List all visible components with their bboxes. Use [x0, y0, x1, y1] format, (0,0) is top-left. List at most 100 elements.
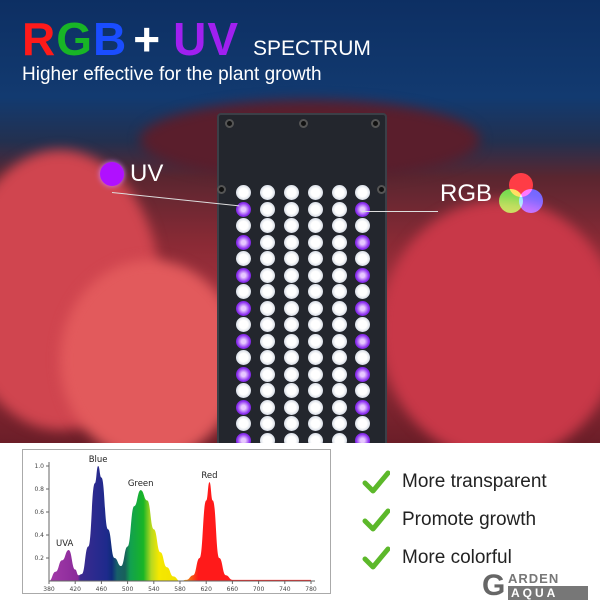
uv-callout: UV	[130, 160, 164, 187]
white-led	[260, 218, 275, 233]
white-led	[332, 284, 347, 299]
white-led	[284, 399, 299, 415]
x-tick-label: 420	[69, 586, 81, 593]
white-led	[260, 432, 275, 443]
peak-label: Blue	[89, 455, 108, 465]
white-led	[260, 267, 275, 283]
uv-led	[355, 333, 370, 349]
check-icon	[362, 508, 390, 532]
feature-label: More transparent	[402, 471, 547, 492]
spectrum-area	[49, 466, 311, 581]
white-led	[284, 432, 299, 443]
x-tick-label: 380	[43, 586, 55, 593]
uv-led	[355, 234, 370, 250]
feature-label: More colorful	[402, 547, 512, 568]
white-led	[284, 317, 299, 332]
white-led	[284, 185, 299, 200]
screw	[225, 119, 234, 128]
white-led	[332, 201, 347, 217]
white-led	[236, 185, 251, 200]
white-led	[308, 201, 323, 217]
white-led	[260, 399, 275, 415]
white-led	[260, 350, 275, 365]
feature-item: Promote growth	[362, 508, 536, 532]
uv-led	[355, 366, 370, 382]
spectrum-chart: 380 420 460 500 540 580 620 660 700 740 780 0.2 0.4 0…	[22, 449, 331, 594]
x-tick-label: 780	[305, 586, 317, 593]
uv-dot-icon	[100, 162, 124, 186]
peak-label: Green	[128, 479, 154, 489]
white-led	[284, 366, 299, 382]
white-led	[284, 267, 299, 283]
x-tick-label: 540	[148, 586, 160, 593]
white-led	[355, 284, 370, 299]
feature-label: Promote growth	[402, 509, 537, 530]
white-led	[355, 317, 370, 332]
white-led	[332, 399, 347, 415]
x-tick-label: 500	[122, 586, 134, 593]
white-led	[332, 185, 347, 200]
x-tick-label: 700	[253, 586, 265, 593]
white-led	[308, 366, 323, 382]
spectrum-chart-svg: 380 420 460 500 540 580 620 660 700 740 780 0.2 0.4 0…	[34, 455, 317, 593]
white-led	[236, 218, 251, 233]
x-tick-label: 660	[227, 586, 239, 593]
page-title: RGB + UV	[22, 16, 245, 62]
subtitle: Higher effective for the plant growth	[22, 64, 322, 85]
title-letter: B	[93, 13, 128, 65]
logo-g-mark: G	[482, 569, 506, 602]
uv-led	[236, 333, 251, 349]
white-led	[260, 317, 275, 332]
uv-led	[236, 366, 251, 382]
uv-led	[355, 432, 370, 443]
uv-led	[355, 300, 370, 316]
white-led	[332, 432, 347, 443]
white-led	[284, 416, 299, 431]
white-led	[308, 416, 323, 431]
white-led	[236, 383, 251, 398]
screw	[371, 119, 380, 128]
white-led	[332, 383, 347, 398]
y-tick-label: 0.8	[34, 486, 44, 493]
white-led	[260, 234, 275, 250]
white-led	[284, 201, 299, 217]
check-icon	[362, 470, 390, 494]
title-row: RGB + UV SPECTRUM	[22, 16, 371, 62]
uv-led	[236, 234, 251, 250]
white-led	[260, 333, 275, 349]
white-led	[332, 251, 347, 266]
logo-line2: AQUA	[508, 586, 588, 600]
uv-led	[236, 432, 251, 443]
white-led	[308, 432, 323, 443]
white-led	[332, 234, 347, 250]
x-tick-label: 620	[200, 586, 212, 593]
white-led	[260, 251, 275, 266]
white-led	[332, 416, 347, 431]
white-led	[260, 366, 275, 382]
white-led	[308, 251, 323, 266]
logo-line1: ARDEN	[508, 571, 560, 586]
white-led	[355, 251, 370, 266]
rgb-callout-line	[362, 211, 438, 212]
title-letter: R	[22, 13, 57, 65]
white-led	[308, 267, 323, 283]
uv-led	[355, 267, 370, 283]
y-tick-label: 0.6	[34, 509, 44, 516]
check-icon	[362, 546, 390, 570]
white-led	[284, 284, 299, 299]
white-led	[308, 300, 323, 316]
white-led	[284, 383, 299, 398]
white-led	[355, 416, 370, 431]
white-led	[355, 383, 370, 398]
uv-led	[236, 267, 251, 283]
x-tick-label: 580	[174, 586, 186, 593]
white-led	[332, 267, 347, 283]
white-led	[284, 300, 299, 316]
peak-label: UVA	[56, 539, 73, 549]
white-led	[236, 284, 251, 299]
garden-aqua-logo: G ARDEN AQUA	[482, 569, 594, 602]
white-led	[260, 416, 275, 431]
white-led	[260, 383, 275, 398]
white-led	[284, 350, 299, 365]
y-tick-label: 0.2	[34, 555, 44, 562]
